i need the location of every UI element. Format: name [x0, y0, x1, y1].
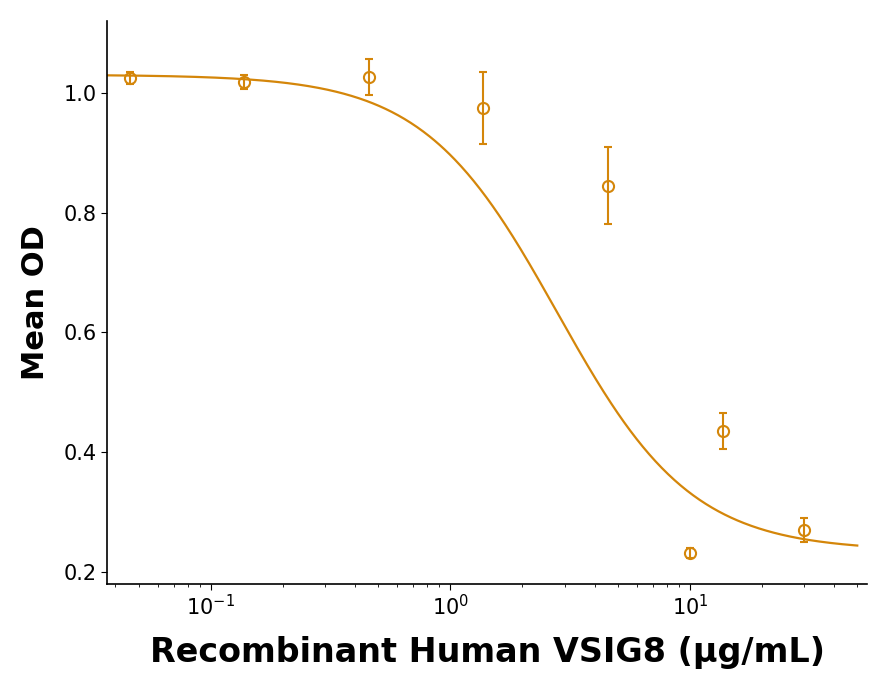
Y-axis label: Mean OD: Mean OD: [20, 225, 50, 380]
X-axis label: Recombinant Human VSIG8 (μg/mL): Recombinant Human VSIG8 (μg/mL): [150, 636, 825, 669]
